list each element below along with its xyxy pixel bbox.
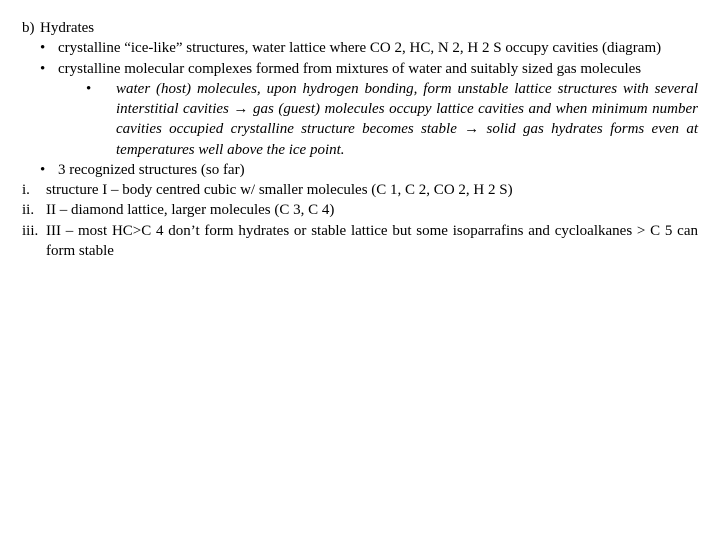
nested-bullet-row: • water (host) molecules, upon hydrogen … (22, 79, 698, 160)
heading-title: Hydrates (40, 18, 698, 38)
roman-label: iii. (22, 221, 46, 241)
roman-row-2: ii. II – diamond lattice, larger molecul… (22, 200, 698, 220)
nested-bullet-marker: • (86, 79, 91, 99)
bullet-marker: • (40, 160, 58, 180)
roman-text: structure I – body centred cubic w/ smal… (46, 180, 698, 200)
roman-row-3: iii. III – most HC>C 4 don’t form hydrat… (22, 221, 698, 262)
document-body: b) Hydrates • crystalline “ice-like” str… (0, 0, 720, 261)
bullet-row-1: • crystalline “ice-like” structures, wat… (22, 38, 698, 58)
bullet-text: crystalline molecular complexes formed f… (58, 59, 698, 79)
bullet-marker: • (40, 38, 58, 58)
roman-label: ii. (22, 200, 46, 220)
heading-label: b) (22, 18, 40, 38)
bullet-text: 3 recognized structures (so far) (58, 160, 698, 180)
bullet-row-3: • 3 recognized structures (so far) (22, 160, 698, 180)
roman-text: III – most HC>C 4 don’t form hydrates or… (46, 221, 698, 262)
roman-row-1: i. structure I – body centred cubic w/ s… (22, 180, 698, 200)
roman-text: II – diamond lattice, larger molecules (… (46, 200, 698, 220)
bullet-text: crystalline “ice-like” structures, water… (58, 38, 698, 58)
nested-bullet-text: water (host) molecules, upon hydrogen bo… (116, 81, 698, 158)
bullet-marker: • (40, 59, 58, 79)
roman-label: i. (22, 180, 46, 200)
heading-row: b) Hydrates (22, 18, 698, 38)
bullet-row-2: • crystalline molecular complexes formed… (22, 59, 698, 79)
